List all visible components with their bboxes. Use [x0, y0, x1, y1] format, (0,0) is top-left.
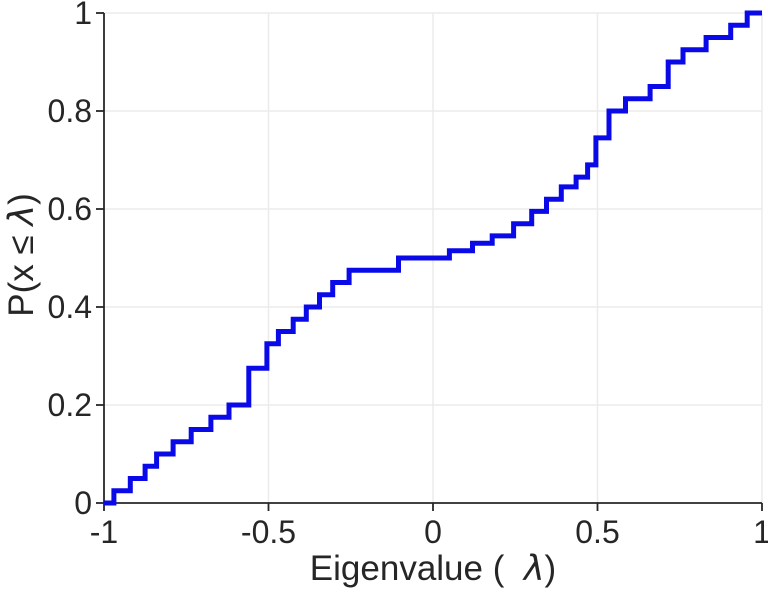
- y-tick-label: 0.8: [47, 93, 92, 129]
- y-tick-label: 0.4: [47, 289, 92, 325]
- ecdf-step-line: [104, 10, 762, 506]
- y-axis-label-text: P(x ≤: [2, 225, 41, 317]
- x-tick-label: 0: [424, 514, 442, 550]
- x-axis-label-close: ): [544, 549, 557, 588]
- y-tick-label: 0: [74, 485, 92, 521]
- y-tick-label: 1: [74, 0, 92, 31]
- x-tick-label: 0.5: [575, 514, 620, 550]
- y-tick-label: 0.6: [47, 191, 92, 227]
- y-tick-label: 0.2: [47, 387, 92, 423]
- lambda-symbol: λ: [2, 204, 42, 226]
- y-axis-label-close: ): [2, 193, 41, 205]
- x-tick-label: -1: [89, 514, 119, 550]
- y-axis-label: P(x ≤ λ): [2, 193, 42, 317]
- x-axis-label: Eigenvalue ( λ): [310, 549, 556, 589]
- lambda-symbol: λ: [523, 549, 545, 589]
- x-tick-label: 1: [753, 514, 768, 550]
- x-axis-label-text: Eigenvalue (: [309, 549, 524, 588]
- x-tick-label: -0.5: [240, 514, 297, 550]
